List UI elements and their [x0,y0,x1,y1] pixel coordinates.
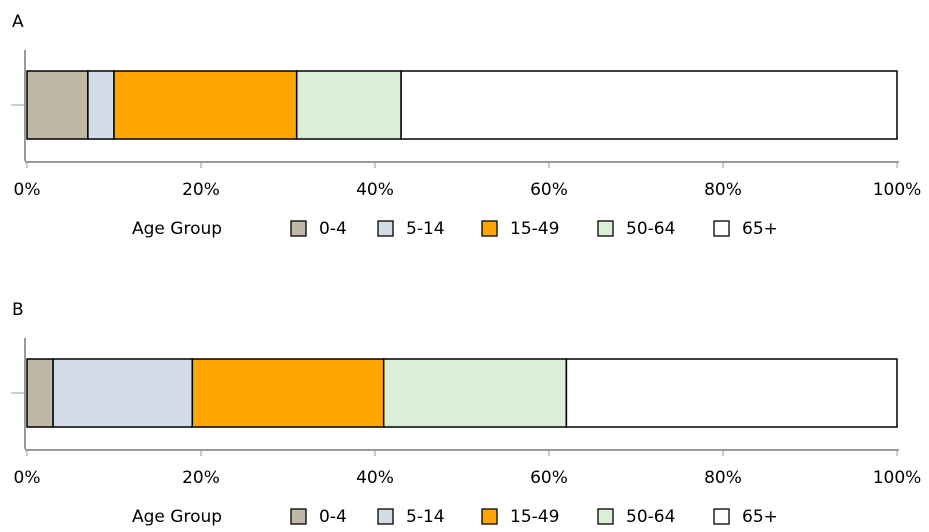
legend-label: 5-14 [406,507,445,527]
legend-swatch [481,220,498,237]
bar-segment [400,70,898,140]
legend-label: 65+ [742,219,778,239]
legend-title: Age Group [132,507,222,527]
x-tick-label: 100% [873,468,922,488]
x-tick-label: 60% [530,180,568,200]
bar-segment [52,358,194,428]
bar-segment [87,70,115,140]
bar-segment [26,70,89,140]
legend-swatch [290,220,307,237]
legend-swatch [481,508,498,525]
bar-segment [295,70,402,140]
legend-label: 50-64 [626,219,675,239]
legend-label: 0-4 [319,507,347,527]
legend-swatch [290,508,307,525]
x-tick-label: 60% [530,468,568,488]
x-tick-label: 80% [704,180,742,200]
legend-swatch [713,220,730,237]
x-tick-label: 0% [14,180,41,200]
legend-swatch [597,508,614,525]
legend-label: 65+ [742,507,778,527]
legend-title: Age Group [132,219,222,239]
legend-swatch [377,508,394,525]
bar-segment [113,70,298,140]
bar-segment [26,358,54,428]
legend-label: 0-4 [319,219,347,239]
legend-label: 15-49 [510,507,559,527]
legend-swatch [713,508,730,525]
panel-label: A [12,12,24,32]
legend-label: 5-14 [406,219,445,239]
x-tick-label: 100% [873,180,922,200]
x-tick-label: 40% [356,468,394,488]
legend-swatch [597,220,614,237]
bar-segment [191,358,385,428]
legend-label: 15-49 [510,219,559,239]
x-tick-label: 40% [356,180,394,200]
panel-label: B [12,300,24,320]
legend-label: 50-64 [626,507,675,527]
x-tick-label: 20% [182,180,220,200]
bar-segment [565,358,898,428]
bar-segment [382,358,568,428]
legend-swatch [377,220,394,237]
x-tick-label: 20% [182,468,220,488]
x-tick-label: 0% [14,468,41,488]
x-tick-label: 80% [704,468,742,488]
